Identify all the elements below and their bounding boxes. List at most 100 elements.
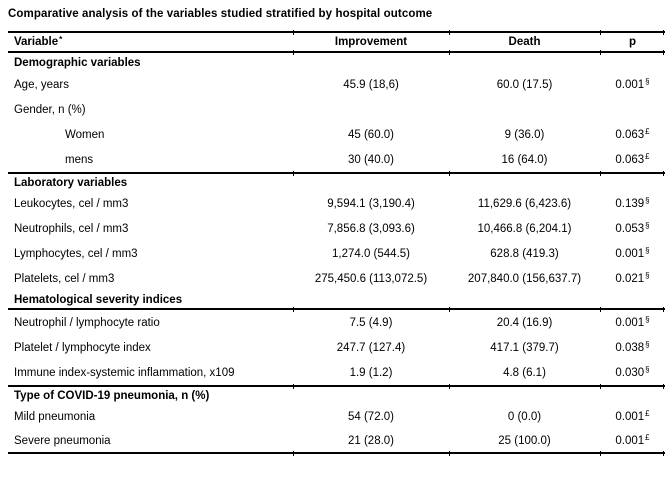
death-value: 10,466.8 (6,204.1) <box>477 222 572 235</box>
section-row: Hematological severity indices <box>8 291 665 312</box>
test-superscript: £ <box>645 433 650 442</box>
p-number: 0.038 <box>615 341 645 354</box>
death-value: 207,840.0 (156,637.7) <box>467 272 582 285</box>
column-header-death: Death <box>508 36 541 48</box>
variable-label: Platelet / lymphocyte index <box>14 341 151 354</box>
p-number: 0.139 <box>615 197 645 210</box>
table-row: Platelet / lymphocyte index 247.7 (127.4)… <box>8 335 665 360</box>
p-number: 0.001 <box>615 247 645 260</box>
section-label: Laboratory variables <box>14 176 128 189</box>
variable-label: Gender, n (%) <box>14 103 86 116</box>
table-title: Comparative analysis of the variables st… <box>8 8 433 20</box>
variable-label: Severe pneumonia <box>14 434 111 447</box>
test-superscript: £ <box>645 409 650 418</box>
table-row: Women 45 (60.0) 9 (36.0) 0.063£ <box>8 122 665 147</box>
section-label: Hematological severity indices <box>14 293 183 306</box>
section-label: Type of COVID-19 pneumonia, n (%) <box>14 389 210 402</box>
table-row: Severe pneumonia 21 (28.0) 25 (100.0) 0.001… <box>8 429 665 456</box>
section-row: Demographic variables <box>8 53 665 72</box>
table-row: mens 30 (40.0) 16 (64.0) 0.063£ <box>8 147 665 172</box>
p-value: 0.030§ <box>600 365 665 379</box>
variable-label: Women <box>65 128 105 141</box>
test-superscript: § <box>645 271 650 280</box>
p-number: 0.063 <box>615 153 645 166</box>
improvement-value: 21 (28.0) <box>347 434 395 447</box>
column-header-variable: Variable* <box>14 34 63 49</box>
p-number: 0.021 <box>615 272 645 285</box>
test-superscript: § <box>645 246 650 255</box>
p-value: 0.001§ <box>600 77 665 91</box>
death-value: 4.8 (6.1) <box>503 366 546 379</box>
table-row: Lymphocytes, cel / mm3 1,274.0 (544.5) 628… <box>8 241 665 266</box>
p-value: 0.063£ <box>600 127 665 141</box>
p-value: 0.063£ <box>600 152 665 166</box>
comparative-table: Variable* Improvement Death p Demographi… <box>8 30 665 456</box>
section-row: Laboratory variables <box>8 171 665 191</box>
table-header-row: Variable* Improvement Death p <box>8 30 665 55</box>
p-value: 0.001£ <box>600 433 665 447</box>
p-number: 0.030 <box>615 366 645 379</box>
variable-label: Neutrophils, cel / mm3 <box>14 222 129 235</box>
table-row: Neutrophils, cel / mm3 7,856.8 (3,093.6) 1… <box>8 216 665 241</box>
section-label: Demographic variables <box>14 56 141 69</box>
variable-label: Age, years <box>14 78 69 91</box>
variable-label: mens <box>65 153 94 166</box>
death-value: 25 (100.0) <box>498 434 551 447</box>
test-superscript: £ <box>645 152 650 161</box>
column-header-p: p <box>628 36 637 48</box>
improvement-value: 7,856.8 (3,093.6) <box>327 222 415 235</box>
death-value: 0 (0.0) <box>507 410 542 423</box>
p-value: 0.001§ <box>600 246 665 260</box>
test-superscript: § <box>645 196 650 205</box>
variable-label: Leukocytes, cel / mm3 <box>14 197 129 210</box>
death-value: 16 (64.0) <box>501 153 548 166</box>
table-row: Platelets, cel / mm3 275,450.6 (113,072.5… <box>8 266 665 291</box>
death-value: 9 (36.0) <box>504 128 545 141</box>
variable-label: Platelets, cel / mm3 <box>14 272 115 285</box>
test-superscript: § <box>645 77 650 86</box>
p-value: 0.053§ <box>600 221 665 235</box>
p-number: 0.063 <box>615 128 645 141</box>
footnotes: * Results expressed in means with standa… <box>8 456 670 486</box>
p-number: 0.001 <box>615 410 645 423</box>
death-value: 628.8 (419.3) <box>490 247 559 260</box>
improvement-value: 1,274.0 (544.5) <box>331 247 410 260</box>
table-row: Neutrophil / lymphocyte ratio 7.5 (4.9) 20… <box>8 310 665 335</box>
p-value: 0.038§ <box>600 340 665 354</box>
table-row: Leukocytes, cel / mm3 9,594.1 (3,190.4) 11… <box>8 191 665 216</box>
variable-label: Mild pneumonia <box>14 410 96 423</box>
p-value: 0.139§ <box>600 196 665 210</box>
death-value: 20.4 (16.9) <box>496 316 553 329</box>
table-body: Demographic variables Age, years 45.9 (18,… <box>8 53 665 456</box>
p-number: 0.001 <box>615 434 645 447</box>
variable-label: Neutrophil / lymphocyte ratio <box>14 316 160 329</box>
improvement-value: 1.9 (1.2) <box>349 366 393 379</box>
table-row: Immune index-systemic inflammation, x109… <box>8 360 665 385</box>
column-header-improvement: Improvement <box>334 36 408 48</box>
improvement-value: 275,450.6 (113,072.5) <box>314 272 428 285</box>
improvement-value: 9,594.1 (3,190.4) <box>327 197 415 210</box>
table-row: Mild pneumonia 54 (72.0) 0 (0.0) 0.001£ <box>8 404 665 429</box>
table-row: Gender, n (%) <box>8 97 665 122</box>
death-value: 11,629.6 (6,423.6) <box>477 197 572 210</box>
variable-label: Lymphocytes, cel / mm3 <box>14 247 138 260</box>
p-number: 0.001 <box>615 78 645 91</box>
test-superscript: § <box>645 315 650 324</box>
p-number: 0.001 <box>615 316 645 329</box>
test-superscript: § <box>645 340 650 349</box>
improvement-value: 30 (40.0) <box>347 153 395 166</box>
death-value: 417.1 (379.7) <box>490 341 559 354</box>
improvement-value: 54 (72.0) <box>347 410 395 423</box>
variable-label: Immune index-systemic inflammation, x109 <box>14 366 235 379</box>
death-value: 60.0 (17.5) <box>496 78 553 91</box>
test-superscript: § <box>645 365 650 374</box>
p-value: 0.021§ <box>600 271 665 285</box>
test-superscript: § <box>645 221 650 230</box>
p-value: 0.001£ <box>600 409 665 423</box>
section-row: Type of COVID-19 pneumonia, n (%) <box>8 384 665 404</box>
improvement-value: 45 (60.0) <box>347 128 395 141</box>
table-row: Age, years 45.9 (18,6) 60.0 (17.5) 0.001§ <box>8 72 665 97</box>
p-number: 0.053 <box>615 222 645 235</box>
improvement-value: 7.5 (4.9) <box>349 316 393 329</box>
